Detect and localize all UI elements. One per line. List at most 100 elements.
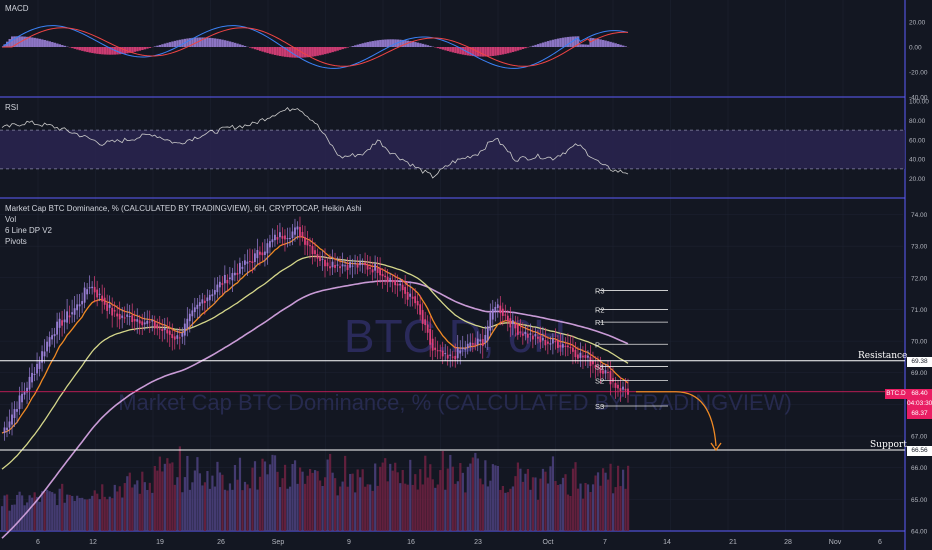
main-chart-title[interactable]: Market Cap BTC Dominance, % (CALCULATED … <box>5 204 362 214</box>
candle-body <box>136 319 138 322</box>
candle-body <box>422 310 424 324</box>
macd-histogram-bar <box>622 46 624 47</box>
time-tick: 19 <box>156 539 164 546</box>
candle-body <box>274 235 276 240</box>
indicator-6-line-dp[interactable]: 6 Line DP V2 <box>5 226 52 236</box>
volume-bar <box>357 469 359 531</box>
volume-bar <box>407 485 409 531</box>
rsi-tick: 60.00 <box>909 137 926 144</box>
indicator-pivots[interactable]: Pivots <box>5 237 27 247</box>
macd-histogram-bar <box>91 47 93 53</box>
candle-body <box>31 373 33 382</box>
candle-body <box>126 314 128 316</box>
last-price-tag: 68.40 <box>907 389 932 399</box>
macd-histogram-bar <box>106 47 108 55</box>
volume-bar <box>31 498 33 531</box>
volume-bar <box>196 457 198 531</box>
volume-bar <box>584 483 586 531</box>
macd-histogram-bar <box>149 47 151 48</box>
candle-body <box>9 421 11 427</box>
macd-histogram-bar <box>602 40 604 47</box>
candle-body <box>146 321 148 324</box>
candle-body <box>487 326 489 340</box>
candle-body <box>517 324 519 335</box>
candle-body <box>189 314 191 321</box>
candle-body <box>570 347 572 348</box>
candle-body <box>322 259 324 260</box>
volume-bar <box>204 482 206 531</box>
macd-histogram-bar <box>377 40 379 47</box>
volume-bar <box>494 465 496 531</box>
candle-body <box>56 322 58 335</box>
candle-body <box>492 309 494 320</box>
candle-body <box>76 304 78 310</box>
macd-histogram-bar <box>286 47 288 57</box>
macd-histogram-bar <box>329 47 331 53</box>
volume-bar <box>462 473 464 531</box>
volume-bar <box>21 495 23 531</box>
volume-bar <box>1 506 3 531</box>
candle-body <box>257 250 259 258</box>
candle-body <box>539 336 541 342</box>
volume-bar <box>389 464 391 531</box>
macd-histogram-bar <box>134 47 136 52</box>
volume-bar <box>379 467 381 531</box>
macd-histogram-bar <box>101 47 103 54</box>
volume-bar <box>609 464 611 531</box>
macd-histogram-bar <box>86 47 88 52</box>
volume-bar <box>289 487 291 531</box>
macd-histogram-bar <box>547 41 549 47</box>
candle-body <box>572 348 574 352</box>
macd-histogram-bar <box>512 47 514 52</box>
volume-bar <box>34 492 36 531</box>
candle-body <box>497 304 499 308</box>
macd-histogram-bar <box>557 39 559 47</box>
candle-body <box>96 290 98 298</box>
volume-bar <box>482 484 484 531</box>
candle-body <box>585 355 587 358</box>
volume-bar <box>94 490 96 531</box>
candle-body <box>297 227 299 230</box>
macd-histogram-bar <box>146 47 148 49</box>
candle-body <box>44 352 46 357</box>
candle-body <box>246 262 248 264</box>
volume-bar <box>79 498 81 531</box>
volume-bar <box>489 481 491 531</box>
volume-bar <box>124 483 126 531</box>
macd-histogram-bar <box>144 47 146 49</box>
volume-bar <box>594 475 596 531</box>
macd-histogram-bar <box>482 47 484 57</box>
candle-body <box>221 283 223 285</box>
candle-body <box>424 319 426 325</box>
candle-body <box>582 356 584 358</box>
macd-histogram-bar <box>537 44 539 47</box>
volume-bar <box>512 486 514 531</box>
indicator-vol[interactable]: Vol <box>5 215 16 225</box>
volume-bar <box>39 502 41 531</box>
macd-histogram-bar <box>522 47 524 49</box>
rsi-pane-label: RSI <box>5 103 18 113</box>
macd-histogram-bar <box>39 39 41 47</box>
pivot-label: S3 <box>595 402 604 411</box>
volume-bar <box>622 470 624 531</box>
macd-histogram-bar <box>322 47 324 55</box>
candle-body <box>407 292 409 300</box>
time-tick: 6 <box>878 539 882 546</box>
volume-bar <box>534 477 536 531</box>
volume-bar <box>251 468 253 531</box>
volume-bar <box>276 472 278 531</box>
volume-bar <box>149 483 151 531</box>
volume-bar <box>274 455 276 531</box>
time-tick: 14 <box>663 539 671 546</box>
candle-body <box>432 339 434 351</box>
pivot-label: P <box>595 340 600 349</box>
candle-body <box>537 337 539 339</box>
volume-bar <box>6 495 8 531</box>
candle-body <box>299 227 301 237</box>
time-tick: 7 <box>603 539 607 546</box>
volume-bar <box>164 464 166 531</box>
candle-body <box>244 260 246 264</box>
time-axis: 6 12 19 26 Sep 9 16 23 Oct 7 14 21 28 Nov 6 <box>36 539 882 546</box>
macd-histogram-bar <box>79 47 81 50</box>
